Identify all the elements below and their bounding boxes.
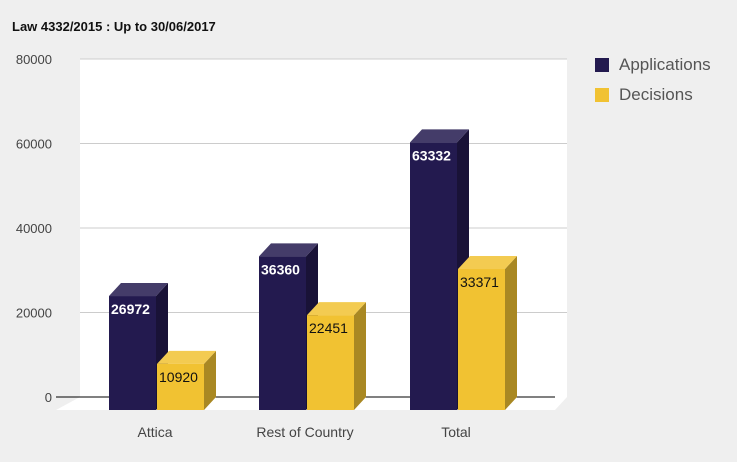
- x-tick-label: Total: [441, 424, 471, 440]
- x-tick-label: Attica: [137, 424, 172, 440]
- y-tick-label: 80000: [16, 52, 52, 67]
- bar-decisions-1[interactable]: 22451: [307, 302, 366, 410]
- bar-top-face: [109, 283, 168, 297]
- x-tick-label: Rest of Country: [256, 424, 353, 440]
- bar-top-face: [259, 243, 318, 257]
- y-tick-label: 60000: [16, 137, 52, 152]
- bar-top-face: [458, 256, 517, 270]
- bar-front-face: [458, 269, 505, 410]
- bar-front-face: [109, 296, 156, 410]
- data-label: 36360: [261, 261, 300, 277]
- bar-front-face: [157, 363, 204, 410]
- legend-item-decisions[interactable]: Decisions: [595, 80, 711, 110]
- bar-side-face: [505, 256, 517, 410]
- legend-swatch-decisions: [595, 88, 609, 102]
- legend-item-applications[interactable]: Applications: [595, 50, 711, 80]
- bar-decisions-0[interactable]: 10920: [157, 350, 216, 410]
- bar-side-face: [354, 302, 366, 410]
- y-tick-label: 40000: [16, 221, 52, 236]
- bar-front-face: [259, 256, 306, 410]
- chart-title: Law 4332/2015 : Up to 30/06/2017: [12, 19, 216, 34]
- bar-top-face: [157, 350, 216, 364]
- data-label: 26972: [111, 301, 150, 317]
- bar-top-face: [307, 302, 366, 316]
- data-label: 22451: [309, 320, 348, 336]
- y-tick-label: 20000: [16, 306, 52, 321]
- bar-front-face: [307, 315, 354, 410]
- bar-side-face: [204, 350, 216, 410]
- legend-swatch-applications: [595, 58, 609, 72]
- bar-front-face: [410, 142, 457, 410]
- legend-label-decisions: Decisions: [619, 85, 693, 104]
- data-label: 63332: [412, 147, 451, 163]
- bar-decisions-2[interactable]: 33371: [458, 256, 517, 410]
- y-tick-label: 0: [45, 390, 52, 405]
- data-label: 10920: [159, 369, 198, 385]
- bar-top-face: [410, 129, 469, 143]
- legend-label-applications: Applications: [619, 55, 711, 74]
- data-label: 33371: [460, 274, 499, 290]
- chart-legend: Applications Decisions: [595, 50, 711, 110]
